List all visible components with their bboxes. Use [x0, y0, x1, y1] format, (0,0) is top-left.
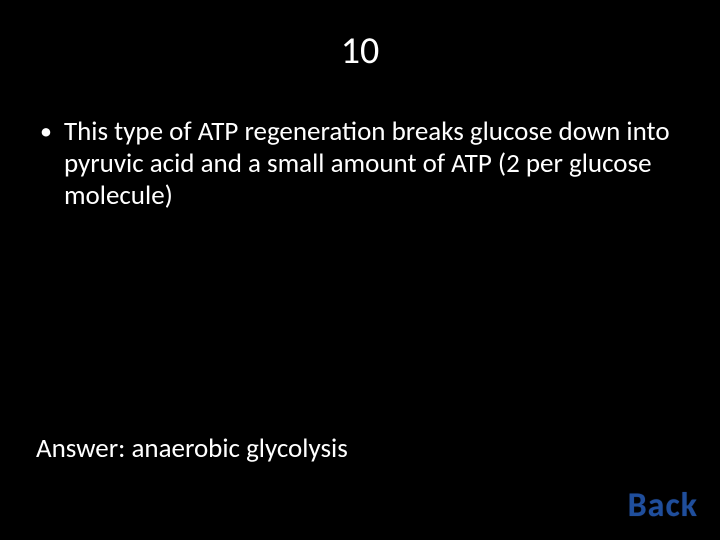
slide-title: 10	[0, 28, 720, 74]
bullet-marker-icon: •	[40, 116, 52, 147]
answer-text: Answer: anaerobic glycolysis	[36, 432, 348, 465]
bullet-item: • This type of ATP regeneration breaks g…	[36, 116, 684, 212]
bullet-text: This type of ATP regeneration breaks glu…	[64, 116, 684, 212]
slide-container: 10 • This type of ATP regeneration break…	[0, 0, 720, 540]
back-button[interactable]: Back	[628, 485, 698, 526]
bullet-list: • This type of ATP regeneration breaks g…	[36, 116, 684, 212]
